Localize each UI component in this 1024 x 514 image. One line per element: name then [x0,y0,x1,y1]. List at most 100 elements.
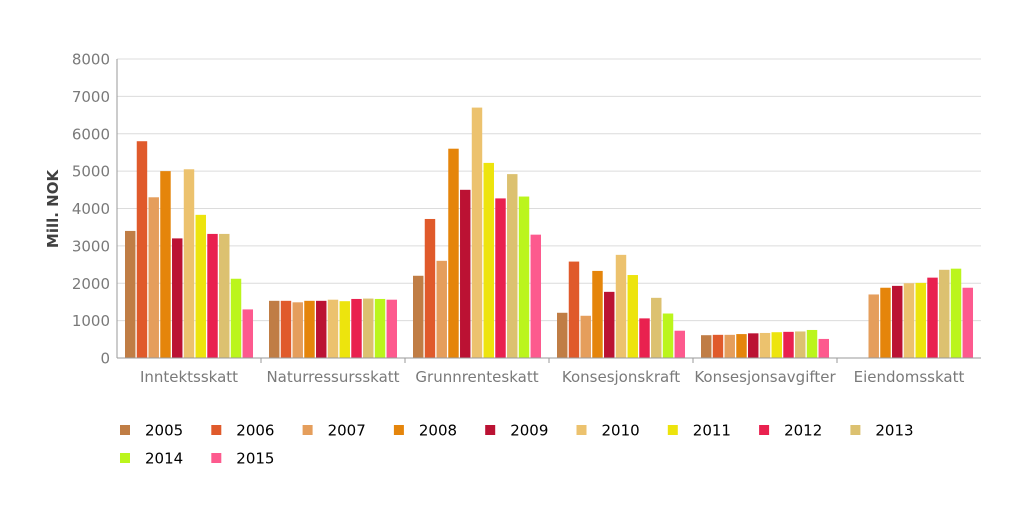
bar-2014-2 [518,196,530,358]
bar-2012-1 [351,298,362,358]
y-tick-label: 4000 [72,200,110,218]
category-label: Grunnrenteskatt [415,368,538,386]
bar-2005-4 [701,335,712,358]
y-tick-label: 6000 [72,125,110,143]
bar-2007-5 [868,294,879,358]
legend-label: 2012 [784,422,822,440]
bar-2007-0 [148,197,159,358]
bar-2010-4 [759,332,771,358]
bar-2015-5 [962,287,973,358]
bar-2014-0 [230,278,242,358]
y-tick-label: 7000 [72,88,110,106]
category-label: Konsesjonskraft [562,368,680,386]
bar-2008-0 [160,171,171,359]
bar-2006-1 [280,300,292,358]
bar-2010-2 [471,107,483,358]
bar-2011-2 [483,162,494,358]
y-tick-label: 1000 [72,312,110,330]
legend-item[interactable]: 2014 [120,450,183,468]
bar-2012-2 [495,198,506,358]
legend-item[interactable]: 2009 [485,422,548,440]
bar-2008-2 [448,148,459,358]
bar-2011-0 [195,214,206,358]
legend-label: 2009 [510,422,548,440]
legend-swatch [302,425,313,435]
bar-2015-0 [242,309,253,358]
y-tick-label: 8000 [72,51,110,69]
bar-2009-5 [892,285,903,358]
legend-item[interactable]: 2011 [667,422,731,440]
bar-2009-1 [316,300,327,358]
bar-2013-0 [219,233,230,358]
legend-label: 2011 [693,422,731,440]
legend-swatch [393,425,404,435]
bar-2011-3 [627,275,638,358]
y-tick-label: 2000 [72,275,110,293]
category-label: Konsesjonsavgifter [694,368,836,386]
bar-2009-3 [604,291,615,358]
legend-item[interactable]: 2013 [850,422,914,440]
legend-label: 2006 [236,422,274,440]
legend-label: 2015 [236,450,274,468]
bar-2006-0 [136,141,148,358]
legend-swatch [667,425,678,435]
bars [125,107,973,359]
bar-2008-1 [304,300,315,358]
legend-label: 2005 [145,422,183,440]
legend: 2005 2006 2007 2008 2009 2010 2011 2012 2013 2014… [120,422,914,468]
grid-lines [117,58,981,322]
bar-2007-4 [724,334,735,358]
legend-item[interactable]: 2006 [211,422,274,440]
legend-label: 2008 [419,422,457,440]
bar-2012-4 [783,331,794,358]
y-tick-label: 5000 [72,163,110,181]
legend-label: 2010 [602,422,640,440]
bar-2014-1 [374,298,386,358]
legend-swatch [759,425,770,435]
bar-2012-3 [639,318,650,358]
bar-2005-3 [557,312,568,358]
bar-2011-5 [915,282,926,358]
bar-2005-2 [413,275,424,358]
legend-item[interactable]: 2005 [120,422,183,440]
legend-swatch [120,425,130,435]
legend-item[interactable]: 2010 [576,422,640,440]
bar-2009-4 [748,333,759,358]
bar-2007-1 [292,302,303,358]
bar-2014-5 [950,268,962,358]
bar-2015-3 [674,330,685,358]
bar-2010-1 [327,299,339,358]
legend-swatch [576,425,587,435]
bar-2005-0 [125,230,136,358]
legend-item[interactable]: 2008 [393,422,457,440]
legend-item[interactable]: 2007 [302,422,366,440]
category-label: Inntektsskatt [140,368,238,386]
bar-2006-3 [568,261,580,358]
axes [116,59,981,363]
bar-2013-3 [651,297,662,358]
bar-2006-2 [424,218,436,358]
bar-2008-5 [880,287,891,358]
bar-2011-4 [771,332,782,358]
bar-2015-2 [530,234,541,358]
bar-2010-5 [903,283,915,358]
bar-2010-3 [615,254,627,358]
bar-2011-1 [339,301,350,358]
bar-2013-1 [363,298,374,358]
bar-2006-4 [712,334,724,358]
legend-item[interactable]: 2012 [759,422,822,440]
y-tick-labels: 0 1000 2000 3000 4000 5000 6000 7000 8000 [72,51,110,368]
legend-item[interactable]: 2015 [211,450,274,468]
bar-2007-3 [580,315,591,358]
category-label: Eiendomsskatt [854,368,965,386]
bar-2007-2 [436,260,447,358]
y-tick-label: 0 [100,350,110,368]
bar-2008-4 [736,334,747,358]
bar-2015-4 [818,338,829,358]
bar-2013-2 [507,174,518,358]
bar-2005-1 [269,300,280,358]
category-label: Naturressursskatt [266,368,399,386]
category-labels: Inntektsskatt Naturressursskatt Grunnrente… [140,368,965,386]
